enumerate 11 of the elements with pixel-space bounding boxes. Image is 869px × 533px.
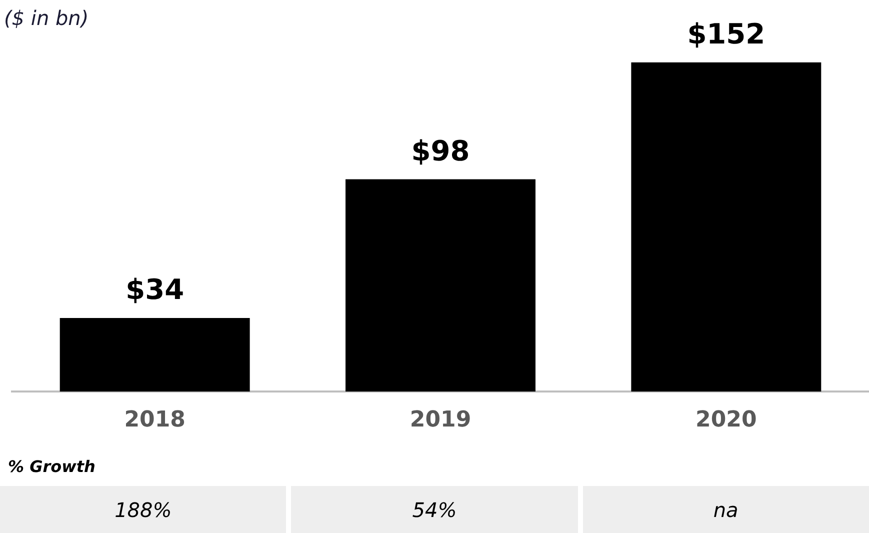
data-label: $98 [411,134,470,168]
x-tick-label: 2019 [410,408,472,433]
chart-title: ($ in bn) [4,6,89,30]
x-tick-label: 2020 [696,408,757,433]
text: na [582,486,869,533]
text: % Growth [8,457,96,476]
text: 54% [291,486,578,533]
data-label: $34 [126,273,184,306]
x-tick-label: 2018 [124,408,186,433]
data-label: $152 [687,18,766,51]
text: 188% [0,486,286,533]
